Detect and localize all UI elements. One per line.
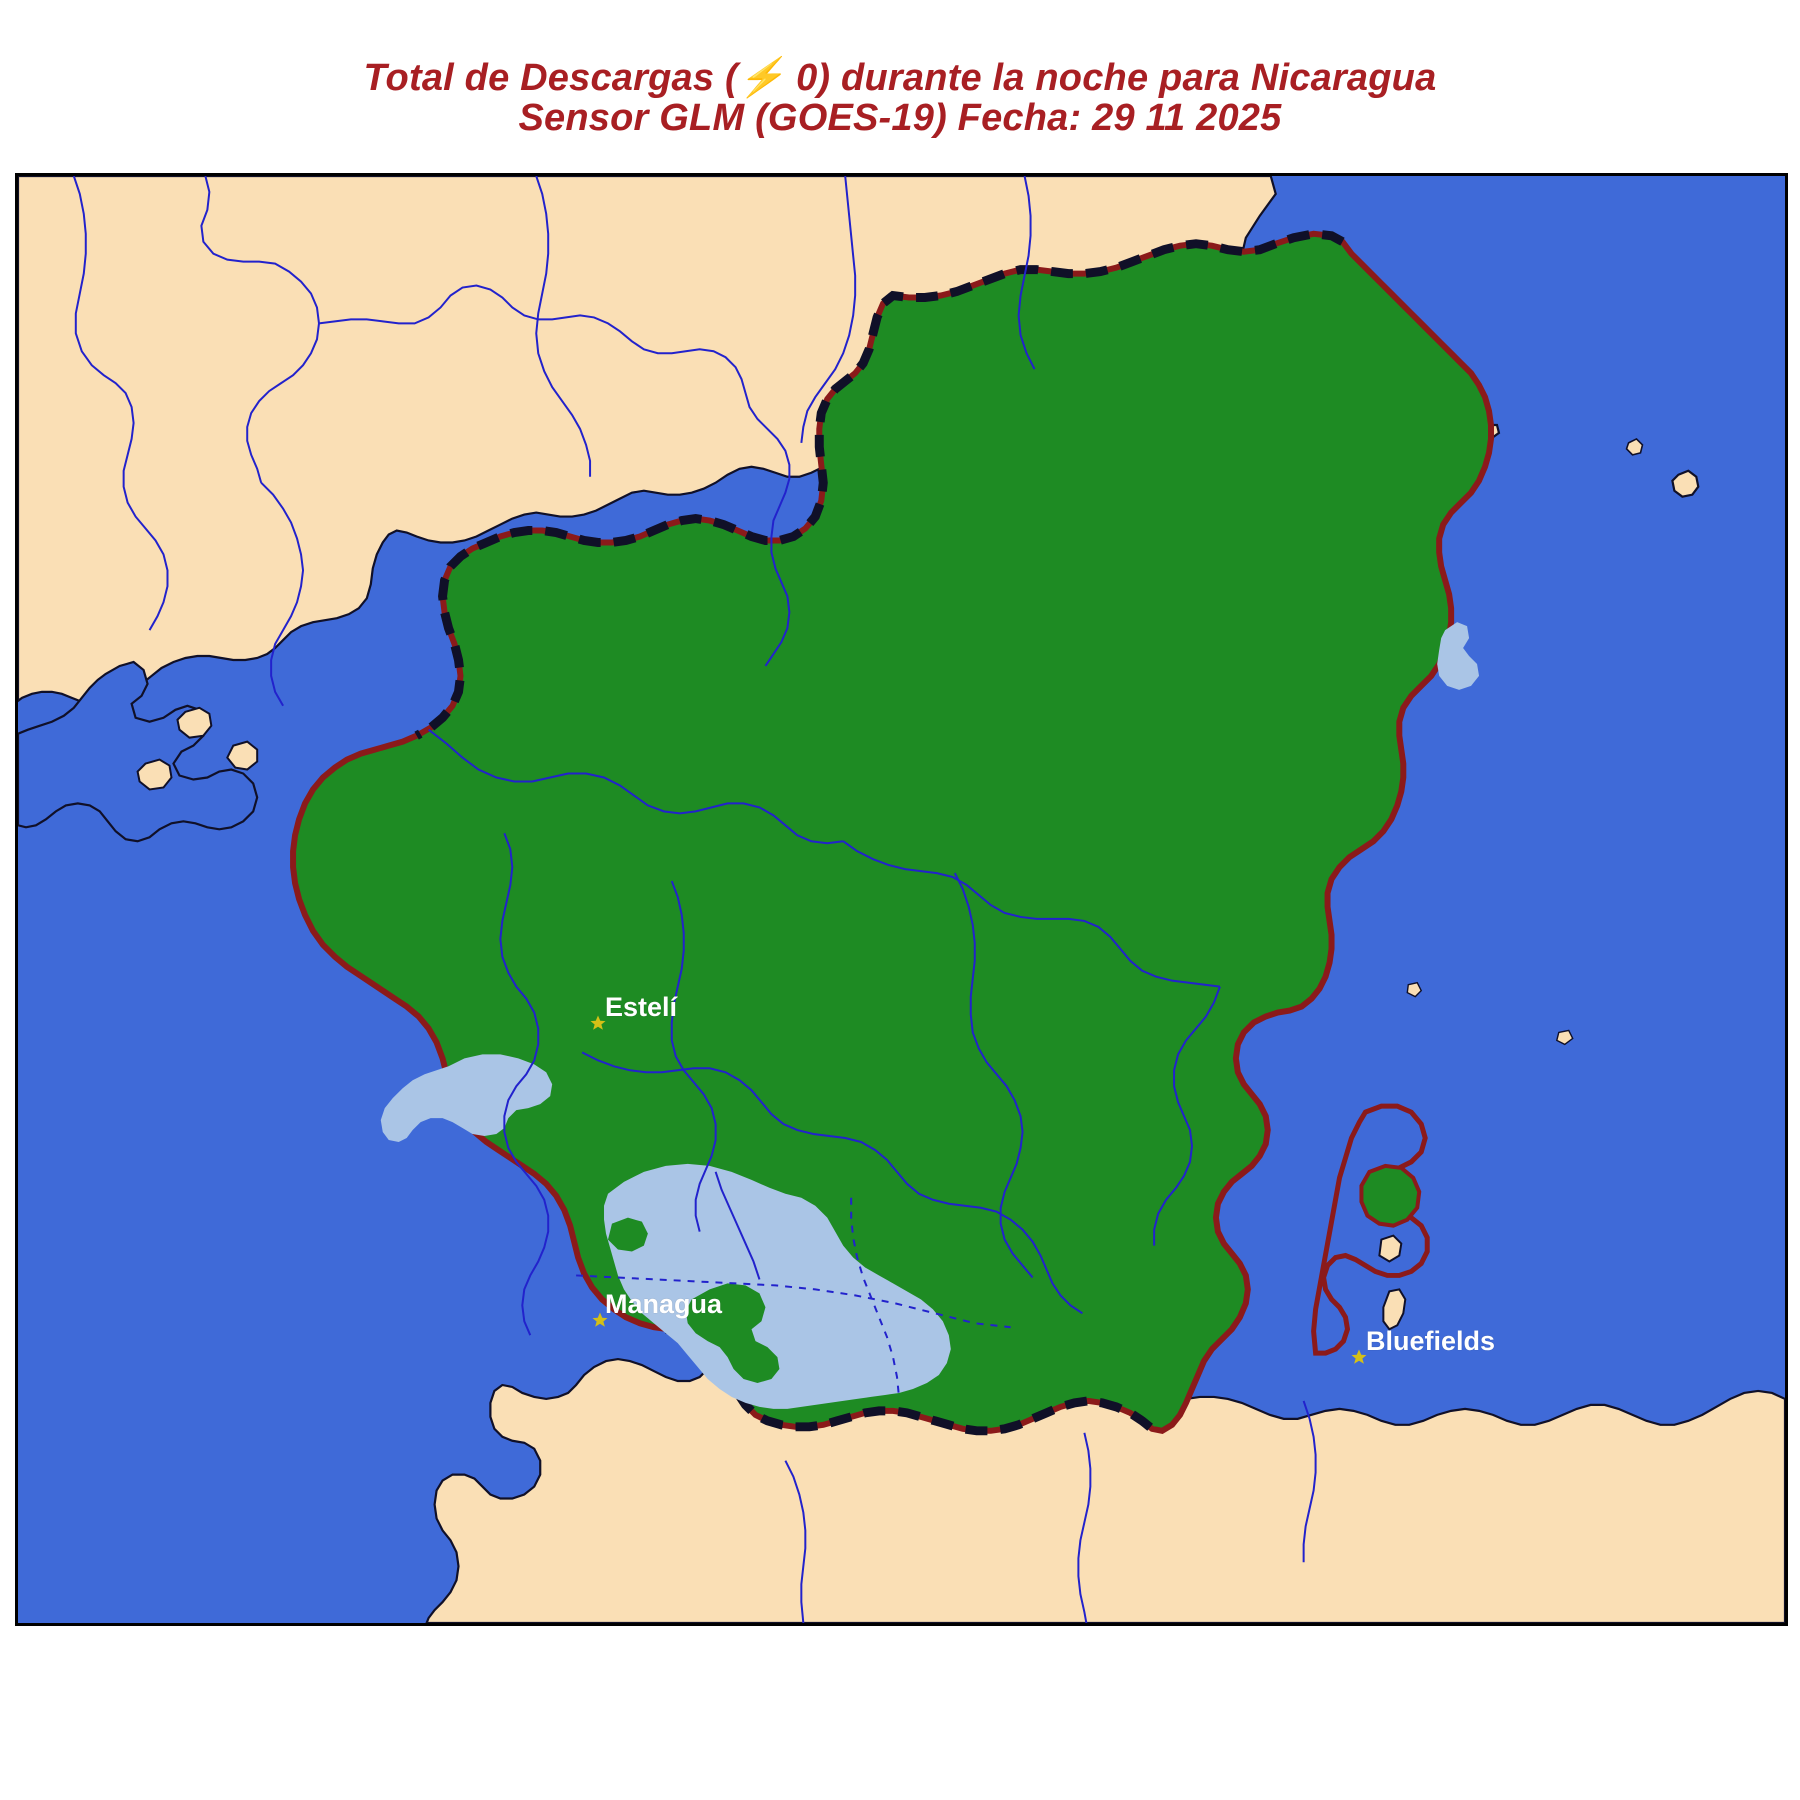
ometepe-island xyxy=(685,1283,780,1383)
costa-rica-nicaragua-border-dashed xyxy=(665,1324,1163,1436)
fonseca-island-1 xyxy=(176,706,213,739)
coastal-lagoon-layer xyxy=(1311,1103,1430,1356)
barrier-spit-2 xyxy=(1378,1234,1403,1263)
fonseca-island-3 xyxy=(226,740,259,771)
lake-peninsula xyxy=(607,1217,648,1252)
map-canvas[interactable]: Estelí Managua Bluefields xyxy=(15,173,1788,1626)
little-corn-island xyxy=(1625,437,1644,456)
chart-title: Total de Descargas (⚡ 0) durante la noch… xyxy=(0,58,1800,139)
admin-boundaries-layer xyxy=(72,176,1317,1623)
title-line-1: Total de Descargas (⚡ 0) durante la noch… xyxy=(363,57,1437,99)
title-line-2: Sensor GLM (GOES-19) Fecha: 29 11 2025 xyxy=(518,97,1282,140)
fonseca-island-2 xyxy=(136,758,173,791)
small-cay-1 xyxy=(1406,981,1423,998)
honduras-nicaragua-border-dashed xyxy=(414,229,1345,740)
barrier-spit-1 xyxy=(1382,1288,1407,1331)
corn-island xyxy=(1671,469,1700,498)
lagoon-island xyxy=(1359,1163,1422,1228)
map-vector-layer xyxy=(18,176,1785,1623)
small-cay-2 xyxy=(1555,1029,1574,1046)
gulf-of-fonseca xyxy=(18,660,259,843)
lago-de-managua xyxy=(380,1054,553,1142)
caribbean-lagoon-north xyxy=(1437,622,1480,690)
